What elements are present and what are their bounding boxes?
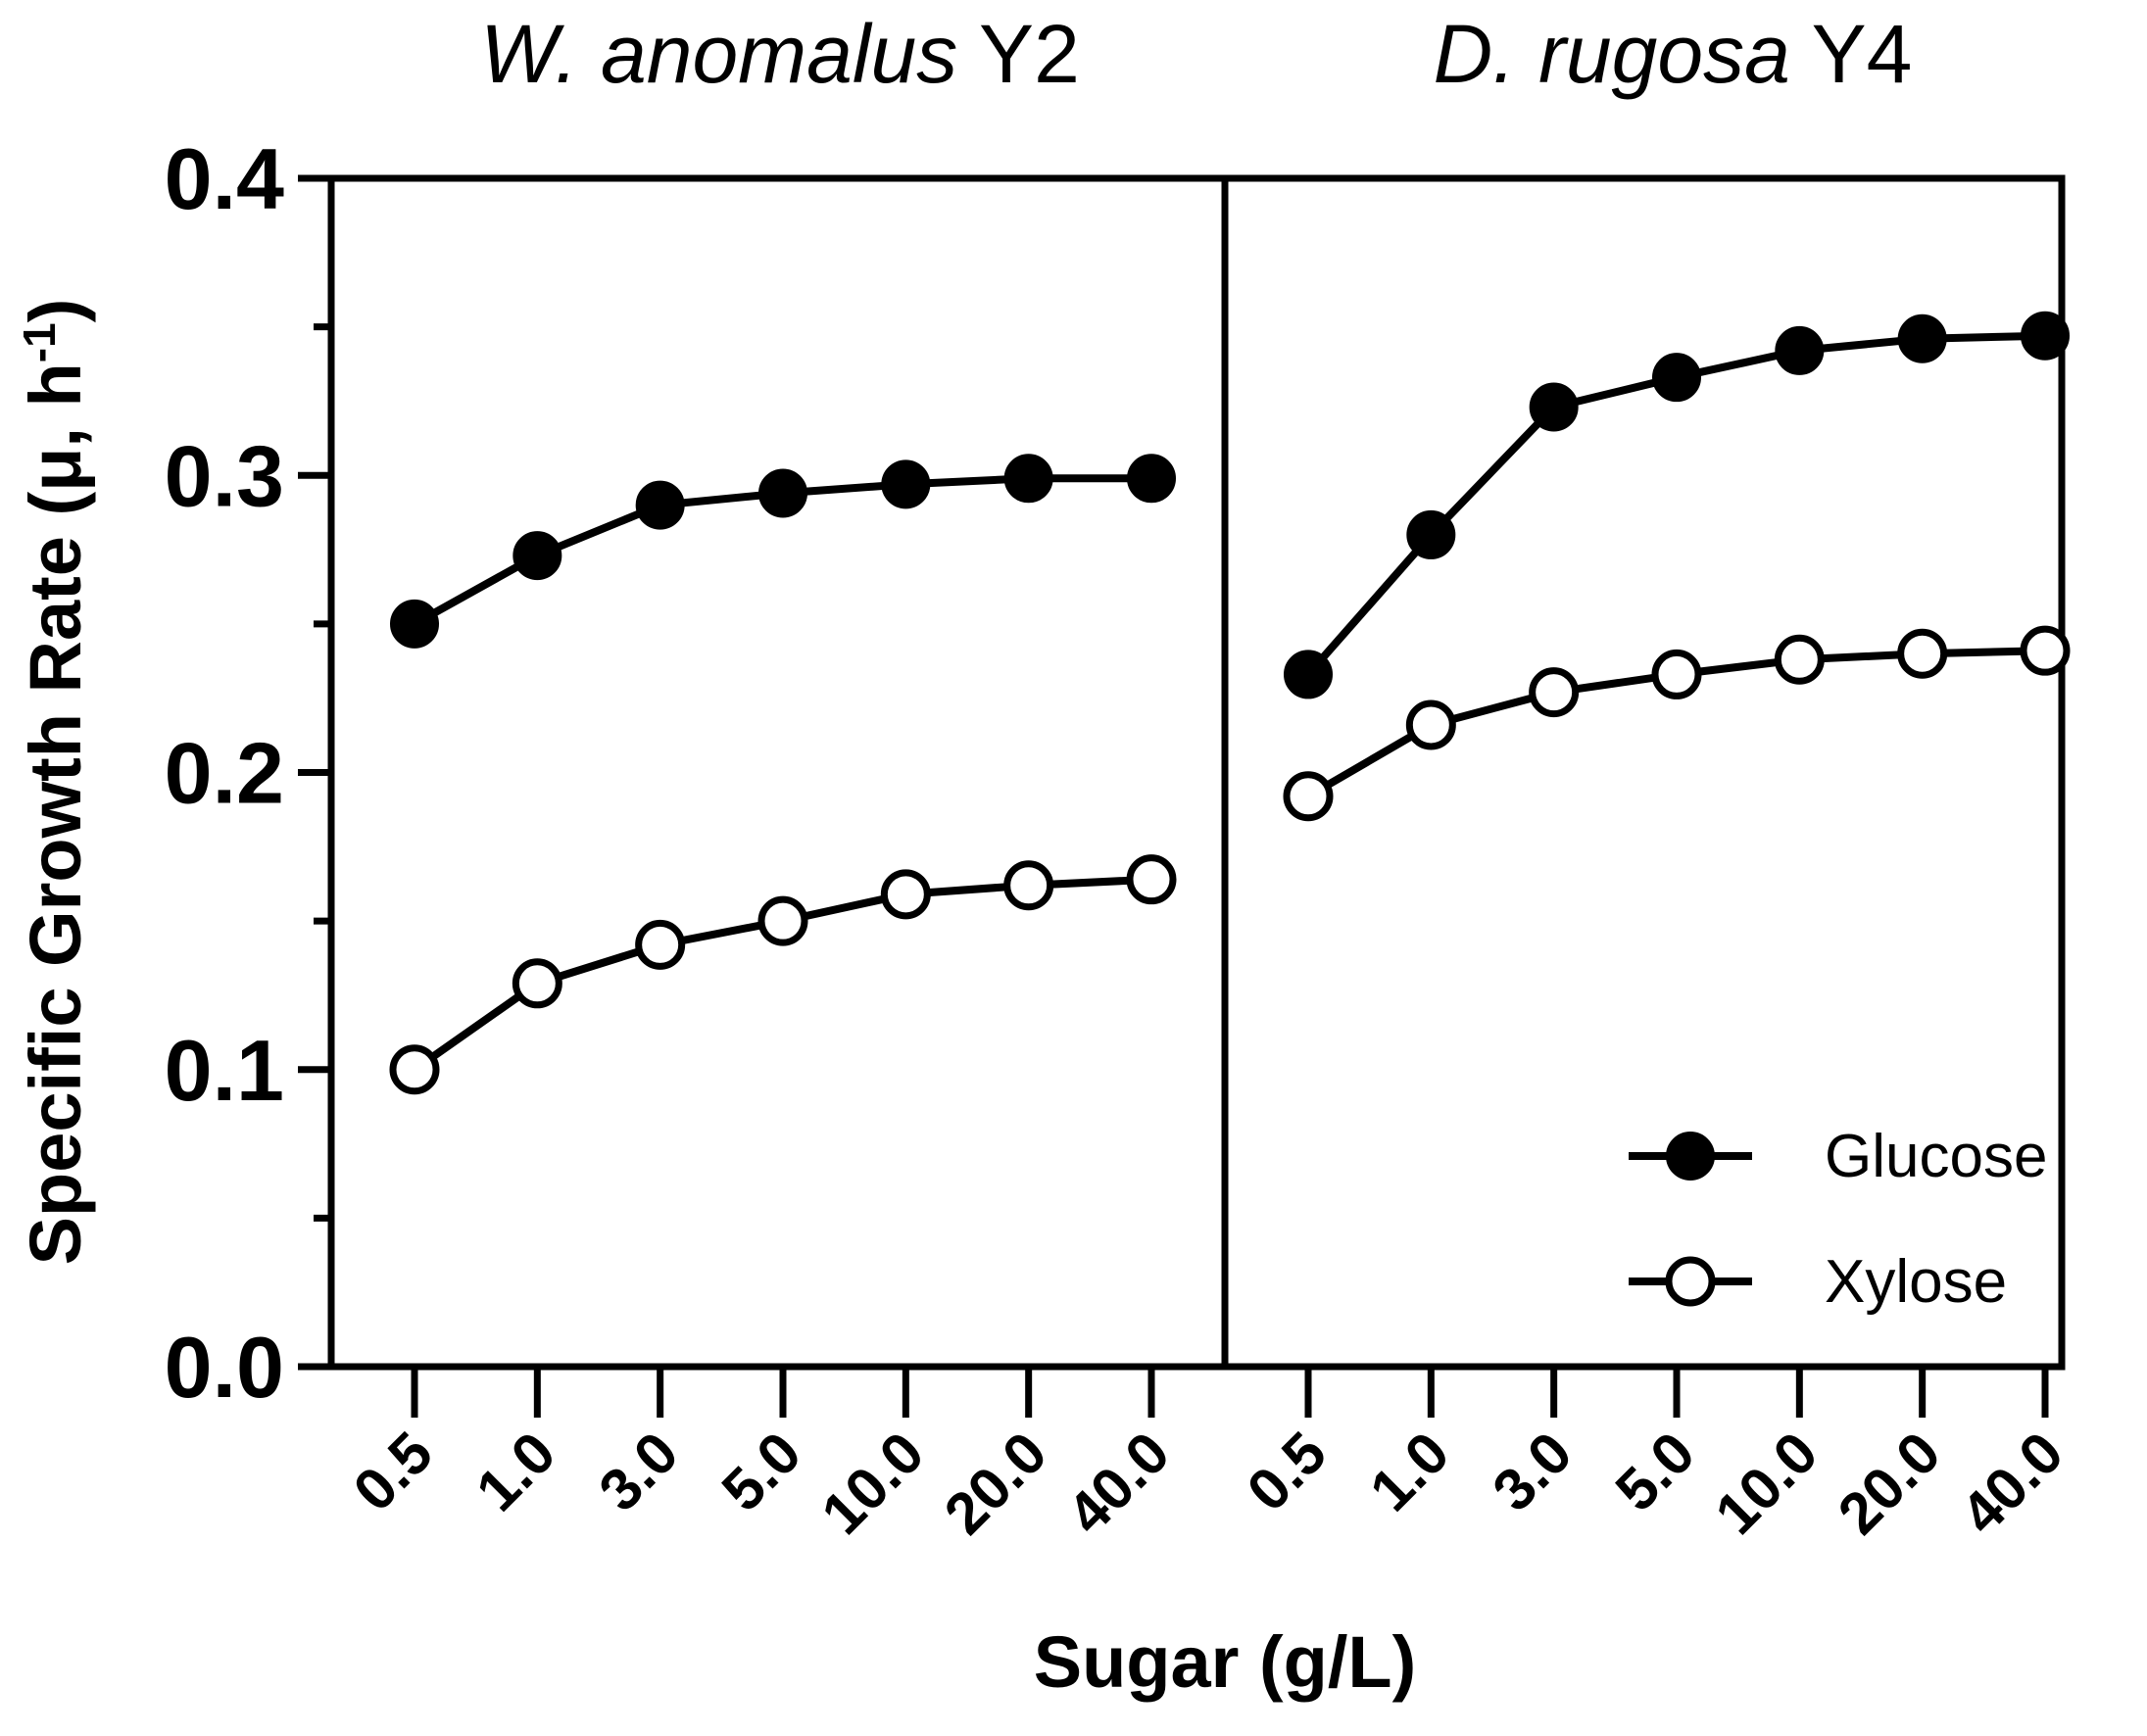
- panel-1-glucose-point: [1003, 454, 1053, 504]
- panel-2-glucose-point: [1406, 509, 1456, 559]
- panel-2-xylose-point: [1405, 699, 1456, 750]
- panel-1-title: W. anomalus Y2: [480, 8, 1080, 100]
- y-tick-label: 0.1: [165, 1022, 284, 1119]
- panel-2-xylose-point: [1529, 667, 1580, 718]
- panel-2-xylose-point: [1774, 634, 1825, 685]
- panel-1-glucose-point: [1127, 454, 1176, 504]
- x-tick-label: 10.0: [809, 1420, 937, 1547]
- panel-2-xylose-point: [2020, 625, 2071, 676]
- x-tick-label: 0.5: [1235, 1420, 1339, 1523]
- x-tick-label: 5.0: [709, 1420, 813, 1523]
- panel-1-glucose-point: [881, 459, 931, 509]
- panel-1-glucose-point: [758, 468, 807, 518]
- y-axis-label-main: Specific Growth Rate (μ, h: [15, 362, 96, 1265]
- y-tick-label: 0.3: [165, 427, 284, 524]
- x-tick-label: 20.0: [932, 1420, 1059, 1547]
- legend-glucose-marker: [1666, 1132, 1715, 1181]
- x-tick-label: 40.0: [1054, 1420, 1182, 1547]
- panel-1-xylose-point: [757, 895, 808, 946]
- panel-1-glucose-point: [512, 531, 562, 581]
- y-axis-label-superscript: -1: [14, 322, 65, 362]
- panel-2-glucose-point: [1529, 382, 1579, 432]
- panel-1-xylose-point: [880, 869, 931, 920]
- y-tick-label: 0.2: [165, 725, 284, 822]
- panel-2-title: D. rugosa Y4: [1434, 8, 1913, 100]
- y-tick-label: 0.4: [165, 130, 284, 227]
- x-tick-label: 3.0: [586, 1420, 690, 1523]
- panel-2-glucose-point: [1652, 353, 1701, 403]
- x-tick-label: 0.5: [341, 1420, 445, 1523]
- x-axis-label: Sugar (g/L): [1034, 1621, 1417, 1703]
- x-ticks: 0.5 1.0 3.0 5.010.020.040.0 0.5 1.0 3.0 5.010.0…: [341, 1367, 2075, 1547]
- panel-2-xylose-point: [1897, 628, 1948, 679]
- panel-1-glucose-point: [635, 480, 685, 530]
- panel-1-title-plain: Y2: [957, 8, 1080, 100]
- x-tick-label: 1.0: [1357, 1420, 1461, 1523]
- x-tick-label: 10.0: [1703, 1420, 1830, 1547]
- x-tick-label: 40.0: [1948, 1420, 2075, 1547]
- y-axis-label: Specific Growth Rate (μ, h-1): [14, 299, 96, 1266]
- legend-xylose-label: Xylose: [1825, 1248, 2007, 1316]
- legend-xylose-marker: [1665, 1256, 1716, 1307]
- panel-1-xylose-point: [1126, 854, 1177, 905]
- x-tick-label: 20.0: [1826, 1420, 1953, 1547]
- legend: Glucose Xylose: [1629, 1123, 2047, 1316]
- panel-2-glucose-point: [1897, 313, 1947, 363]
- panel-1-xylose-point: [512, 958, 562, 1009]
- panel-2-xylose-point: [1651, 649, 1702, 699]
- panel-2-title-plain: Y4: [1790, 8, 1913, 100]
- panel-2-glucose-point: [1284, 650, 1333, 699]
- panel-2-glucose-point: [1775, 325, 1825, 375]
- panel-2-title-italic: D. rugosa: [1434, 8, 1790, 100]
- panel-2-xylose-point: [1283, 771, 1334, 822]
- x-tick-label: 5.0: [1603, 1420, 1707, 1523]
- legend-glucose-label: Glucose: [1825, 1123, 2047, 1190]
- series: [389, 311, 2071, 1095]
- y-axis-label-close: ): [15, 299, 96, 323]
- panel-1-glucose-point: [390, 599, 439, 649]
- panel-1-xylose-point: [635, 919, 686, 970]
- y-ticks: 0.0 0.1 0.2 0.3 0.4: [165, 130, 331, 1416]
- y-tick-label: 0.0: [165, 1319, 284, 1416]
- x-tick-label: 3.0: [1480, 1420, 1584, 1523]
- panel-2-glucose-point: [2021, 311, 2070, 361]
- panel-1-xylose-point: [1003, 860, 1054, 911]
- panel-1-title-italic: W. anomalus: [480, 8, 957, 100]
- x-tick-label: 1.0: [464, 1420, 567, 1523]
- panel-1-xylose-point: [389, 1044, 440, 1095]
